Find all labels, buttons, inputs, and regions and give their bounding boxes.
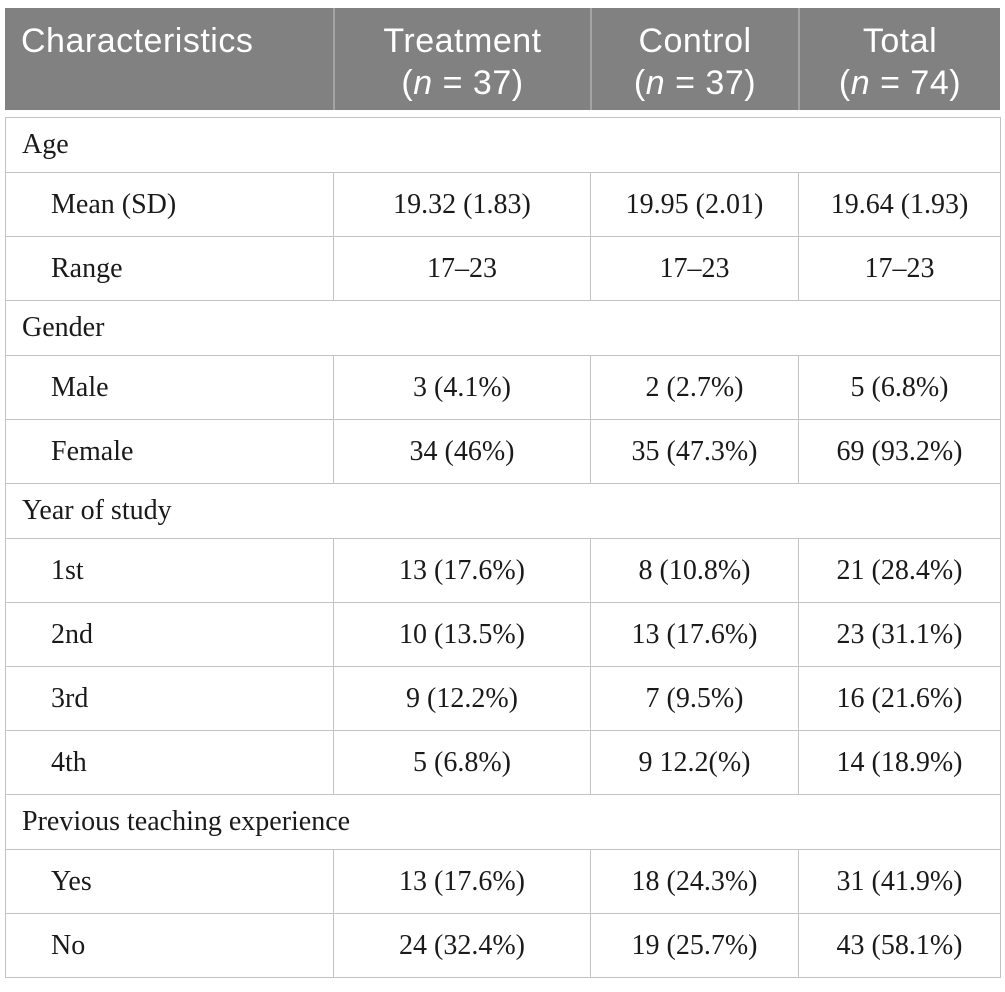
control-value: 17–23 <box>590 236 799 301</box>
table-row-mean-sd: Mean (SD) 19.32 (1.83) 19.95 (2.01) 19.6… <box>5 172 1002 237</box>
total-value: 16 (21.6%) <box>797 666 1002 731</box>
table-header-row: Characteristics Treatment (n = 37) Contr… <box>5 8 1000 110</box>
column-header-n: (n = 74) <box>838 64 962 102</box>
treatment-value: 10 (13.5%) <box>333 602 591 667</box>
table-row-4th: 4th 5 (6.8%) 9 12.2(%) 14 (18.9%) <box>5 730 1002 795</box>
table-row-yes: Yes 13 (17.6%) 18 (24.3%) 31 (41.9%) <box>5 849 1002 914</box>
total-value: 21 (28.4%) <box>797 538 1002 603</box>
section-label: Year of study <box>4 483 1002 539</box>
section-row-previous-teaching-experience: Previous teaching experience <box>4 794 1002 850</box>
row-label: 1st <box>5 538 334 603</box>
row-label: No <box>5 913 334 978</box>
section-label: Gender <box>4 300 1002 356</box>
demographics-table: Age Mean (SD) 19.32 (1.83) 19.95 (2.01) … <box>4 117 1002 978</box>
table-row-range: Range 17–23 17–23 17–23 <box>5 236 1002 301</box>
row-label: 2nd <box>5 602 334 667</box>
total-value: 23 (31.1%) <box>797 602 1002 667</box>
control-value: 2 (2.7%) <box>590 355 799 420</box>
row-label: Mean (SD) <box>5 172 334 237</box>
row-label: Female <box>5 419 334 484</box>
control-value: 7 (9.5%) <box>590 666 799 731</box>
section-row-gender: Gender <box>4 300 1002 356</box>
control-value: 18 (24.3%) <box>590 849 799 914</box>
column-header-label: Treatment <box>383 22 542 60</box>
treatment-value: 17–23 <box>333 236 591 301</box>
total-value: 43 (58.1%) <box>797 913 1002 978</box>
column-header-characteristics: Characteristics <box>5 8 333 110</box>
control-value: 19.95 (2.01) <box>590 172 799 237</box>
treatment-value: 3 (4.1%) <box>333 355 591 420</box>
control-value: 13 (17.6%) <box>590 602 799 667</box>
column-header-label: Control <box>638 22 752 60</box>
row-label: 4th <box>5 730 334 795</box>
treatment-value: 9 (12.2%) <box>333 666 591 731</box>
total-value: 69 (93.2%) <box>797 419 1002 484</box>
section-label: Age <box>4 117 1002 173</box>
column-header-label: Characteristics <box>21 22 254 60</box>
header-body-gap <box>5 110 1000 117</box>
row-label: Yes <box>5 849 334 914</box>
table-row-female: Female 34 (46%) 35 (47.3%) 69 (93.2%) <box>5 419 1002 484</box>
row-label: Range <box>5 236 334 301</box>
treatment-value: 5 (6.8%) <box>333 730 591 795</box>
control-value: 35 (47.3%) <box>590 419 799 484</box>
section-row-age: Age <box>4 117 1002 173</box>
control-value: 8 (10.8%) <box>590 538 799 603</box>
control-value: 9 12.2(%) <box>590 730 799 795</box>
total-value: 5 (6.8%) <box>797 355 1002 420</box>
column-header-total: Total (n = 74) <box>798 8 1000 110</box>
total-value: 31 (41.9%) <box>797 849 1002 914</box>
treatment-value: 24 (32.4%) <box>333 913 591 978</box>
column-header-control: Control (n = 37) <box>590 8 798 110</box>
column-header-n: (n = 37) <box>401 64 524 102</box>
table-row-male: Male 3 (4.1%) 2 (2.7%) 5 (6.8%) <box>5 355 1002 420</box>
table-row-3rd: 3rd 9 (12.2%) 7 (9.5%) 16 (21.6%) <box>5 666 1002 731</box>
total-value: 17–23 <box>797 236 1002 301</box>
column-header-label: Total <box>862 22 938 60</box>
treatment-value: 34 (46%) <box>333 419 591 484</box>
treatment-value: 13 (17.6%) <box>333 538 591 603</box>
column-header-n: (n = 37) <box>633 64 757 102</box>
table-row-2nd: 2nd 10 (13.5%) 13 (17.6%) 23 (31.1%) <box>5 602 1002 667</box>
column-header-treatment: Treatment (n = 37) <box>333 8 590 110</box>
table-row-1st: 1st 13 (17.6%) 8 (10.8%) 21 (28.4%) <box>5 538 1002 603</box>
total-value: 14 (18.9%) <box>797 730 1002 795</box>
table-row-no: No 24 (32.4%) 19 (25.7%) 43 (58.1%) <box>5 913 1002 978</box>
total-value: 19.64 (1.93) <box>797 172 1002 237</box>
treatment-value: 13 (17.6%) <box>333 849 591 914</box>
row-label: Male <box>5 355 334 420</box>
section-row-year-of-study: Year of study <box>4 483 1002 539</box>
row-label: 3rd <box>5 666 334 731</box>
treatment-value: 19.32 (1.83) <box>333 172 591 237</box>
control-value: 19 (25.7%) <box>590 913 799 978</box>
section-label: Previous teaching experience <box>4 794 1002 850</box>
